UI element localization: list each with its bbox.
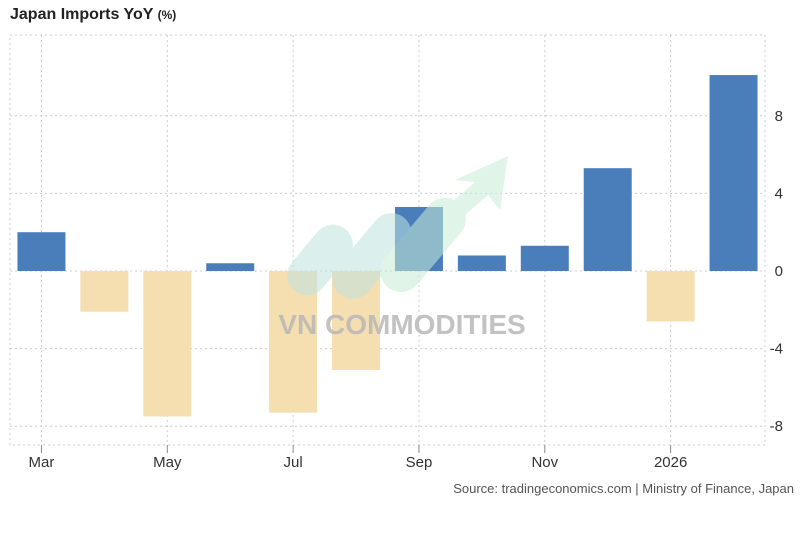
y-tick-label: 4	[775, 185, 783, 202]
bar-nov	[520, 245, 569, 271]
x-tick-label: 2026	[654, 454, 687, 471]
grid-layer	[9, 34, 766, 446]
watermark-logo	[287, 156, 508, 299]
chart-title: Japan Imports YoY (%)	[10, 6, 176, 24]
bar-feb	[709, 75, 758, 271]
bars-layer	[17, 75, 758, 417]
watermark-stroke-2	[332, 213, 412, 299]
x-tick-label: Mar	[29, 454, 55, 471]
source-text: Source: tradingeconomics.com | Ministry …	[453, 481, 794, 496]
watermark-stroke-1	[287, 224, 353, 296]
chart-title-unit: (%)	[157, 8, 177, 22]
y-tick-label: -4	[770, 341, 783, 358]
bar-jun	[206, 263, 255, 271]
plot-frame	[9, 34, 766, 446]
y-tick-label: 0	[775, 263, 783, 280]
watermark-text: VN COMMODITIES	[278, 309, 525, 340]
x-tick-label: Nov	[531, 454, 558, 471]
bar-may	[143, 271, 192, 417]
y-tick-label: -8	[770, 418, 783, 435]
x-axis: Mar May Jul Sep Nov 2026	[29, 445, 687, 471]
bar-mar	[17, 232, 66, 271]
y-tick-label: 8	[775, 108, 783, 125]
bar-apr	[80, 271, 129, 312]
chart-title-text: Japan Imports YoY	[10, 6, 154, 23]
x-tick-label: Sep	[406, 454, 433, 471]
watermark-arrow-icon	[418, 156, 508, 245]
bar-dec	[583, 168, 632, 271]
x-tick-label: May	[153, 454, 182, 471]
bar-2026	[646, 271, 695, 322]
y-axis: -8 -4 0 4 8	[770, 108, 783, 435]
bar-oct	[457, 255, 506, 271]
x-tick-label: Jul	[284, 454, 303, 471]
